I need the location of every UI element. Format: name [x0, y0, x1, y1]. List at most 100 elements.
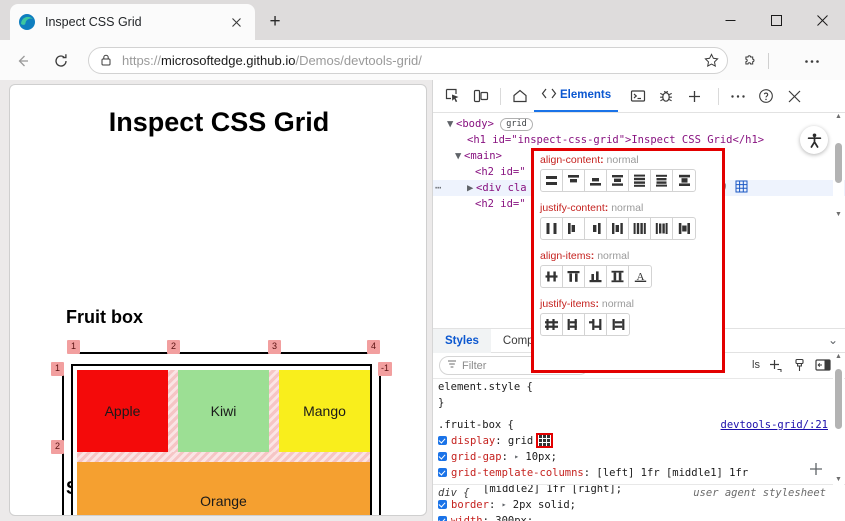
- device-toolbar-icon[interactable]: [467, 82, 495, 110]
- help-icon[interactable]: [752, 82, 780, 110]
- grid-editor-toggle-icon[interactable]: [536, 433, 554, 448]
- add-new-rule-icon[interactable]: [809, 462, 823, 479]
- css-declaration-row[interactable]: border: ▸ 2px solid;: [433, 497, 845, 513]
- justify-items-normal-icon[interactable]: [541, 314, 563, 335]
- css-property-name[interactable]: border: [451, 499, 489, 511]
- expand-triangle-icon[interactable]: ▶: [467, 182, 474, 194]
- align-content-space-between-icon[interactable]: [629, 170, 651, 191]
- browser-tab[interactable]: Inspect CSS Grid: [10, 4, 255, 40]
- tab-styles[interactable]: Styles: [433, 328, 491, 353]
- css-declaration-row[interactable]: grid-gap: ▸ 10px;: [433, 449, 845, 465]
- url-path: /Demos/devtools-grid/: [295, 53, 422, 68]
- css-property-value[interactable]: 10px;: [525, 451, 557, 463]
- minimize-button[interactable]: [707, 0, 753, 40]
- css-property-name[interactable]: grid-gap: [451, 451, 502, 463]
- css-source-link[interactable]: devtools-grid/:21: [720, 419, 828, 431]
- css-property-value[interactable]: [left] 1fr [middle1] 1fr: [596, 467, 749, 479]
- tab-close-icon[interactable]: [225, 11, 247, 33]
- justify-content-space-between-icon[interactable]: [629, 218, 651, 239]
- align-content-end-icon[interactable]: [585, 170, 607, 191]
- scroll-up-icon[interactable]: ▲: [835, 113, 842, 120]
- devtools-close-icon[interactable]: [780, 82, 808, 110]
- align-content-space-around-icon[interactable]: [651, 170, 673, 191]
- css-property-name[interactable]: display: [451, 435, 496, 447]
- justify-items-center-icon[interactable]: [607, 314, 629, 335]
- panel-toggle-icon[interactable]: [814, 356, 832, 374]
- justify-content-space-evenly-icon[interactable]: [673, 218, 695, 239]
- align-items-center-icon[interactable]: [607, 266, 629, 287]
- justify-content-space-around-icon[interactable]: [651, 218, 673, 239]
- css-enable-checkbox[interactable]: [438, 452, 447, 461]
- justify-content-start-icon[interactable]: [563, 218, 585, 239]
- dom-row[interactable]: ▼ <main>: [433, 148, 845, 164]
- address-bar[interactable]: https://microsoftedge.github.io/Demos/de…: [88, 47, 728, 74]
- grid-badge[interactable]: grid: [500, 118, 533, 131]
- chevron-down-icon[interactable]: ⌄: [827, 333, 838, 347]
- align-content-start-icon[interactable]: [563, 170, 585, 191]
- browser-settings-ellipsis-icon[interactable]: [800, 49, 824, 73]
- expand-triangle-icon[interactable]: ▸: [501, 500, 507, 509]
- align-content-space-evenly-icon[interactable]: [673, 170, 695, 191]
- css-property-name[interactable]: grid-template-columns: [451, 467, 584, 479]
- styles-scrollbar[interactable]: ▲ ▼: [833, 353, 844, 521]
- dom-row[interactable]: ▼ <body> grid: [433, 116, 845, 132]
- paintbrush-icon[interactable]: [790, 356, 808, 374]
- reload-icon[interactable]: [48, 48, 73, 73]
- css-enable-checkbox[interactable]: [438, 500, 447, 509]
- css-enable-checkbox[interactable]: [438, 468, 447, 477]
- dom-row[interactable]: <h1 id="inspect-css-grid">Inspect CSS Gr…: [433, 132, 845, 148]
- css-declaration-row[interactable]: width: 300px;: [433, 513, 845, 521]
- expand-triangle-icon[interactable]: ▼: [455, 150, 462, 162]
- justify-items-start-icon[interactable]: [563, 314, 585, 335]
- accessibility-person-icon[interactable]: [800, 126, 828, 154]
- grid-alignment-editor-popup[interactable]: align-content: normal justify-content: n…: [531, 148, 725, 373]
- cls-button[interactable]: ls: [752, 359, 760, 371]
- justify-content-center-icon[interactable]: [607, 218, 629, 239]
- maximize-button[interactable]: [753, 0, 799, 40]
- justify-content-end-icon[interactable]: [585, 218, 607, 239]
- dom-tree-scrollbar[interactable]: ▲ ▼: [833, 113, 844, 222]
- css-declaration-row[interactable]: grid-template-columns: [left] 1fr [middl…: [433, 465, 845, 481]
- scroll-down-icon[interactable]: ▼: [835, 476, 842, 483]
- new-style-rule-icon[interactable]: [766, 356, 784, 374]
- expand-triangle-icon[interactable]: ▸: [514, 452, 520, 461]
- css-selector-row[interactable]: .fruit-box { devtools-grid/:21: [433, 417, 845, 433]
- tab-elements[interactable]: Elements: [534, 80, 619, 112]
- css-property-value[interactable]: 300px;: [495, 515, 534, 521]
- align-items-start-icon[interactable]: [563, 266, 585, 287]
- css-declaration-row[interactable]: display: grid: [433, 433, 845, 449]
- devtools-more-icon[interactable]: [724, 82, 752, 110]
- css-property-value[interactable]: 2px solid;: [512, 499, 576, 511]
- css-enable-checkbox[interactable]: [438, 516, 447, 521]
- justify-items-end-icon[interactable]: [585, 314, 607, 335]
- css-selector-row[interactable]: element.style {: [433, 379, 845, 395]
- console-icon[interactable]: [624, 82, 652, 110]
- justify-content-normal-icon[interactable]: [541, 218, 563, 239]
- align-items-baseline-icon[interactable]: A: [629, 266, 651, 287]
- css-rules-list[interactable]: element.style { } .fruit-box { devtools-…: [433, 379, 845, 521]
- css-enable-checkbox[interactable]: [438, 436, 447, 445]
- puzzle-piece-icon[interactable]: [737, 49, 761, 73]
- bug-icon[interactable]: [652, 82, 680, 110]
- align-items-end-icon[interactable]: [585, 266, 607, 287]
- dom-row[interactable]: <h2 id=": [433, 164, 845, 180]
- scroll-up-icon[interactable]: ▲: [835, 353, 842, 360]
- dom-row[interactable]: <h2 id=": [433, 196, 845, 212]
- align-items-normal-icon[interactable]: [541, 266, 563, 287]
- inspect-element-icon[interactable]: [439, 82, 467, 110]
- css-property-value[interactable]: grid: [507, 435, 534, 447]
- scroll-down-icon[interactable]: ▼: [835, 211, 842, 218]
- add-panel-icon[interactable]: [680, 82, 708, 110]
- back-arrow-icon[interactable]: [10, 48, 35, 73]
- align-content-center-icon[interactable]: [607, 170, 629, 191]
- home-icon[interactable]: [506, 82, 534, 110]
- grid-overlay-toggle-icon[interactable]: [735, 180, 748, 198]
- user-agent-rule-row[interactable]: div { user agent stylesheet: [433, 484, 845, 501]
- align-content-normal-icon[interactable]: [541, 170, 563, 191]
- new-tab-button[interactable]: +: [269, 11, 281, 32]
- css-property-name[interactable]: width: [451, 515, 483, 521]
- window-close-button[interactable]: [799, 0, 845, 40]
- dom-row-overflow-icon[interactable]: ⋯: [435, 182, 443, 194]
- expand-triangle-icon[interactable]: ▼: [447, 118, 454, 130]
- star-icon[interactable]: [699, 49, 723, 73]
